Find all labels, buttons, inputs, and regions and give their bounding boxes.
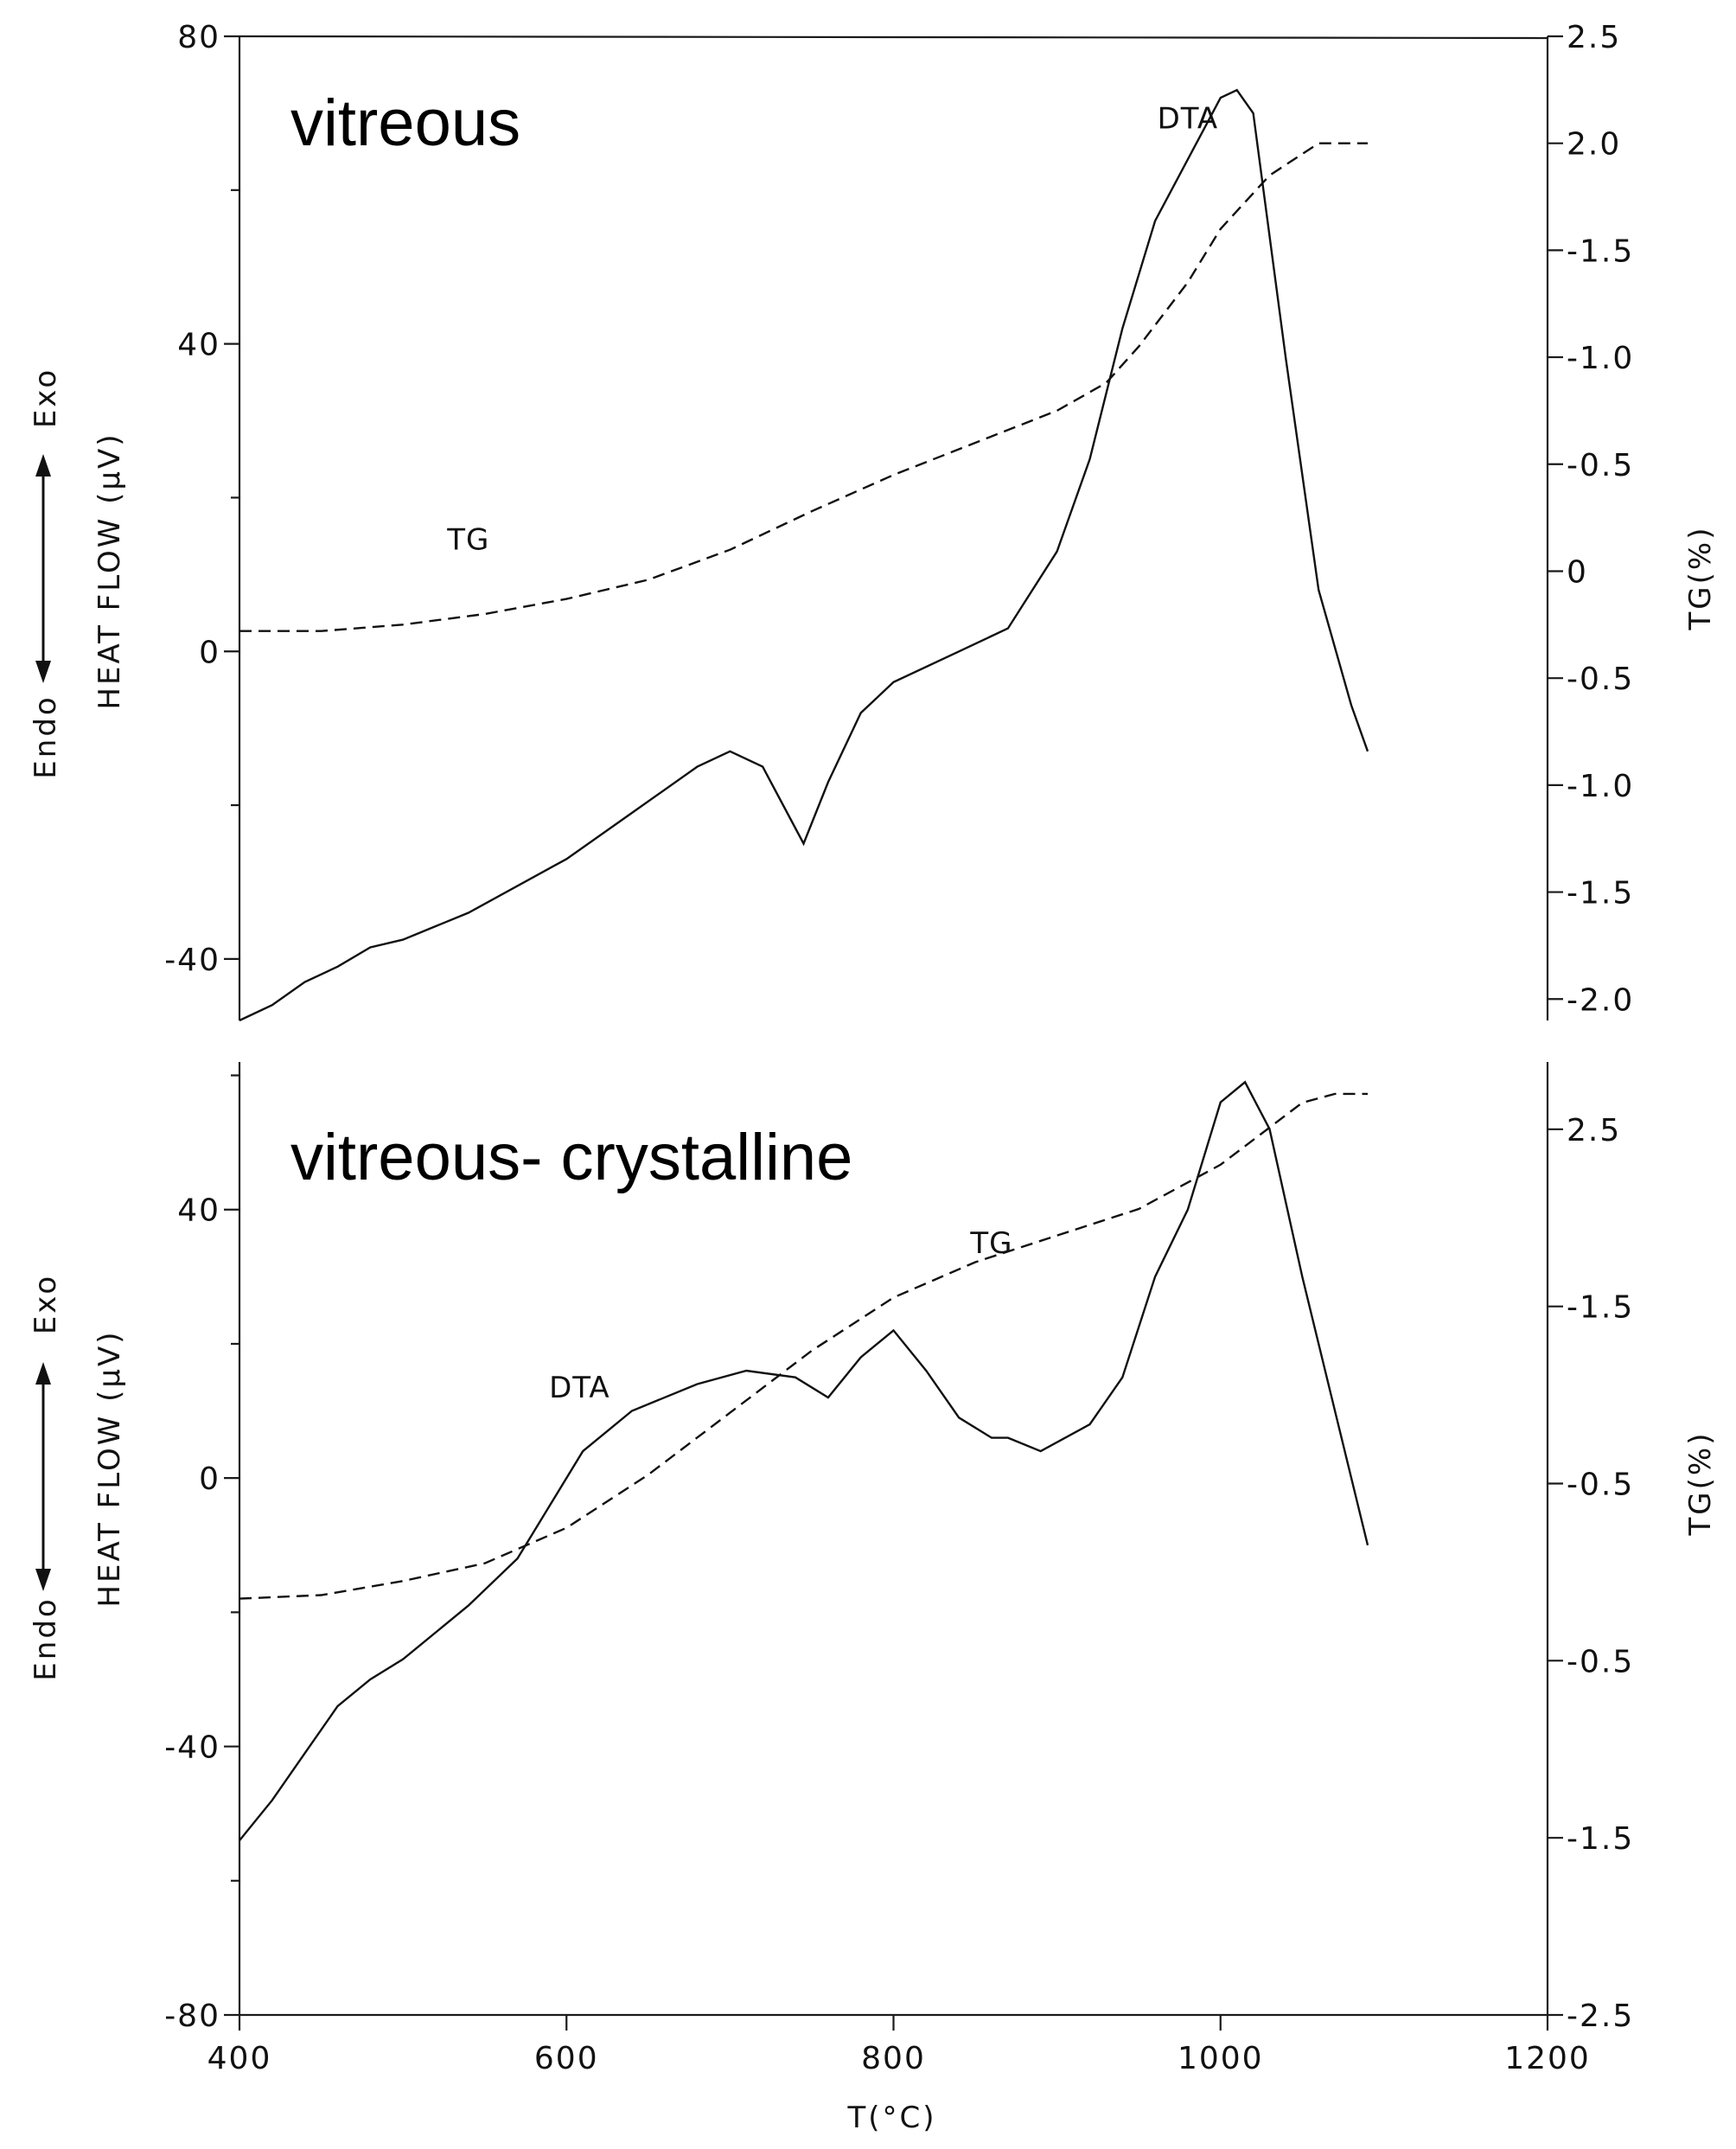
dta-label: DTA — [1158, 102, 1219, 137]
y2-tick-label: 0 — [1567, 554, 1588, 590]
x-tick-label: 400 — [207, 2041, 272, 2076]
y-tick-label: 40 — [177, 1193, 220, 1229]
dta-curve — [239, 88, 1369, 1022]
endo-arrow-head-icon — [35, 661, 51, 683]
y-tick-label: -80 — [164, 1999, 220, 2034]
x-tick-label: 800 — [861, 2041, 926, 2076]
dta-label: DTA — [549, 1371, 610, 1405]
exo-label: Exo — [29, 368, 63, 428]
tg-label: TG — [446, 523, 489, 558]
y-tick-label: 40 — [177, 328, 220, 363]
panel-title: vitreous- crystalline — [290, 1121, 852, 1194]
y2-tick-label: -2.0 — [1567, 982, 1634, 1018]
endo-label: Endo — [29, 694, 63, 778]
x-tick-label: 1200 — [1504, 2041, 1591, 2076]
y2-axis-title: TG(%) — [1683, 1431, 1718, 1537]
y2-tick-label: 2.5 — [1567, 1113, 1621, 1148]
y-tick-label: 0 — [199, 635, 220, 670]
y2-tick-label: -1.0 — [1567, 341, 1634, 376]
tg-curve — [239, 1092, 1368, 1600]
y-tick-label: -40 — [164, 1730, 220, 1766]
y-axis-title: HEAT FLOW (µV) — [93, 432, 127, 709]
y2-tick-label: -2.5 — [1567, 1999, 1634, 2034]
x-tick-label: 600 — [534, 2041, 599, 2076]
tg-curve — [239, 142, 1368, 632]
y-axis-title: HEAT FLOW (µV) — [93, 1329, 127, 1607]
panel-vitreous: vitreous HEAT FLOW (µV) Exo Endo TG(%) 8… — [29, 20, 1718, 1022]
y2-tick-label: -0.5 — [1567, 662, 1634, 697]
y2-tick-label: -1.5 — [1567, 1821, 1634, 1857]
y2-tick-label: -1.0 — [1567, 769, 1634, 804]
tg-label: TG — [969, 1226, 1012, 1261]
y-tick-label: 0 — [199, 1461, 220, 1497]
y2-tick-label: -1.5 — [1567, 1290, 1634, 1326]
x-tick-label: 1000 — [1178, 2041, 1264, 2076]
y2-tick-label: -0.5 — [1567, 448, 1634, 483]
y2-tick-label: 2.0 — [1567, 127, 1621, 163]
top-axis — [239, 35, 1548, 40]
y2-axis-title: TG(%) — [1683, 526, 1718, 631]
panel-title: vitreous — [290, 86, 520, 160]
y-tick-label: -40 — [164, 943, 220, 978]
endo-label: Endo — [29, 1596, 63, 1680]
y2-tick-label: -1.5 — [1567, 233, 1634, 269]
y2-tick-label: 2.5 — [1567, 20, 1621, 55]
exo-arrow-head-icon — [35, 454, 51, 476]
y2-tick-label: -0.5 — [1567, 1468, 1634, 1503]
y2-tick-label: -0.5 — [1567, 1644, 1634, 1679]
exo-arrow-head-icon — [35, 1362, 51, 1385]
y-tick-label: 80 — [177, 20, 220, 55]
dta-curve — [239, 1080, 1369, 1841]
exo-label: Exo — [29, 1274, 63, 1334]
panel-vitreous-crystalline: vitreous- crystalline HEAT FLOW (µV) Exo… — [29, 1062, 1718, 2135]
x-axis-title: T(°C) — [846, 2101, 936, 2135]
endo-arrow-head-icon — [35, 1569, 51, 1591]
y2-tick-label: -1.5 — [1567, 876, 1634, 911]
